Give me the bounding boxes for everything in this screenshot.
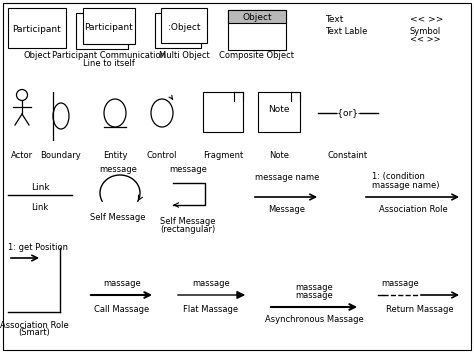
Text: Control: Control [147, 150, 177, 160]
Text: massage: massage [103, 279, 141, 287]
Text: Message: Message [268, 205, 306, 215]
Text: (rectangular): (rectangular) [160, 226, 216, 234]
Text: << >>: << >> [410, 16, 443, 24]
Text: Symbol: Symbol [410, 26, 441, 36]
Text: Actor: Actor [11, 150, 33, 160]
Text: -{or}-: -{or}- [334, 108, 362, 118]
Text: massage: massage [295, 283, 333, 293]
Bar [83, 8, 135, 44]
Text: massage: massage [295, 292, 333, 300]
Text: Note: Note [268, 106, 290, 114]
Text: Link: Link [31, 184, 49, 192]
Text: message: message [169, 166, 207, 174]
Text: Asynchronous Massage: Asynchronous Massage [264, 316, 364, 324]
Bar [228, 10, 286, 23]
Text: Multi Object: Multi Object [159, 50, 210, 60]
Bar [161, 8, 207, 43]
Text: massage name): massage name) [372, 181, 439, 191]
Bar [8, 8, 66, 48]
Text: Entity: Entity [103, 150, 127, 160]
Text: Text: Text [325, 16, 343, 24]
Text: Participant: Participant [85, 23, 133, 31]
Text: Flat Massage: Flat Massage [183, 305, 238, 315]
Text: 1: get Position: 1: get Position [8, 244, 68, 252]
Text: Composite Object: Composite Object [219, 50, 294, 60]
Text: 1: (condition: 1: (condition [372, 173, 425, 181]
Text: Self Message: Self Message [160, 217, 216, 227]
Text: << >>: << >> [410, 36, 441, 44]
Text: message: message [99, 166, 137, 174]
Text: Self Message: Self Message [90, 214, 146, 222]
Text: massage: massage [192, 279, 230, 287]
Text: Text Lable: Text Lable [325, 26, 367, 36]
Text: Participant: Participant [13, 24, 61, 34]
Text: Return Massage: Return Massage [386, 305, 454, 315]
Text: Constaint: Constaint [328, 150, 368, 160]
Text: Call Massage: Call Massage [94, 305, 150, 315]
Text: message name: message name [255, 174, 319, 183]
Bar [228, 10, 286, 50]
Text: (Smart): (Smart) [18, 329, 50, 337]
Text: Participant Communication: Participant Communication [52, 50, 166, 60]
Text: Link: Link [31, 203, 49, 211]
Text: Fragment: Fragment [203, 150, 243, 160]
Text: Association Role: Association Role [0, 321, 68, 329]
Text: Object: Object [23, 50, 51, 60]
Text: Association Role: Association Role [379, 205, 447, 215]
Bar [155, 13, 201, 48]
Text: Line to itself: Line to itself [83, 59, 135, 67]
Text: Boundary: Boundary [41, 150, 82, 160]
Bar [203, 92, 243, 132]
Bar [76, 13, 128, 49]
Text: Object: Object [242, 13, 272, 23]
Text: :Object: :Object [168, 23, 200, 31]
Bar [258, 92, 300, 132]
Text: massage: massage [381, 279, 419, 287]
Text: Note: Note [269, 150, 289, 160]
